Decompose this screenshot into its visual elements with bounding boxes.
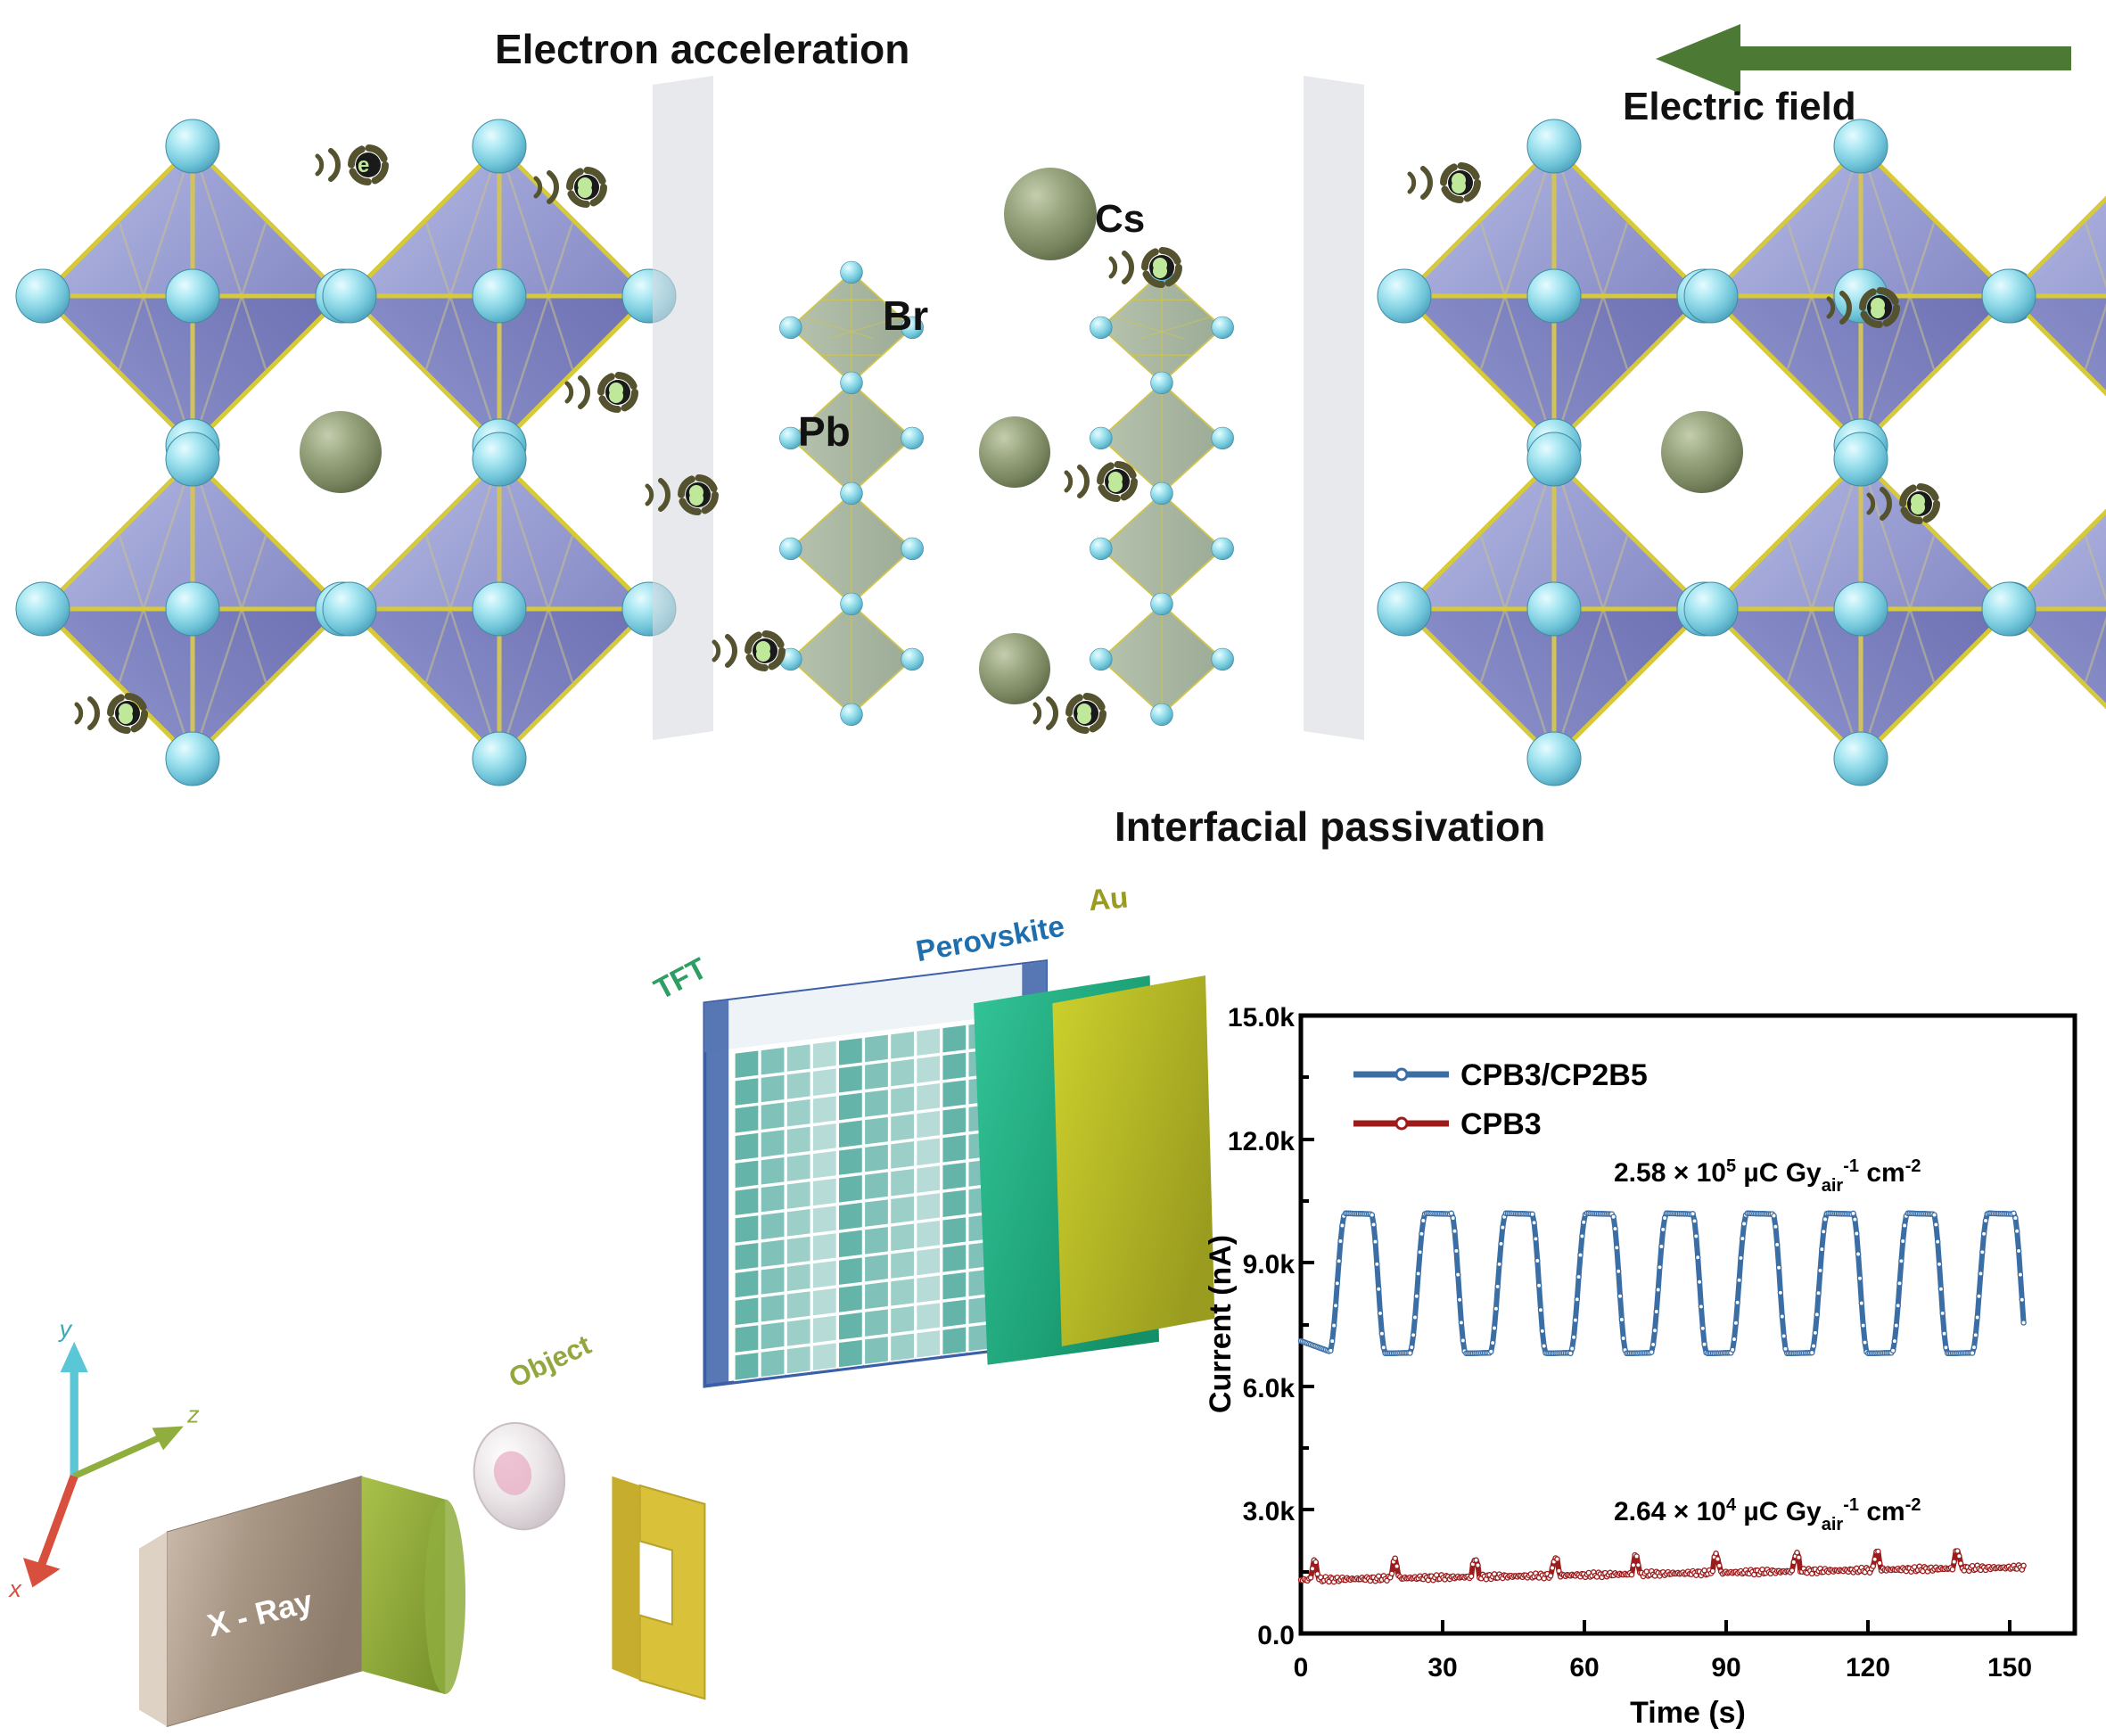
svg-text:Cs: Cs [1095, 197, 1145, 241]
svg-text:Br: Br [883, 292, 928, 339]
svg-text:Pb: Pb [798, 408, 851, 455]
